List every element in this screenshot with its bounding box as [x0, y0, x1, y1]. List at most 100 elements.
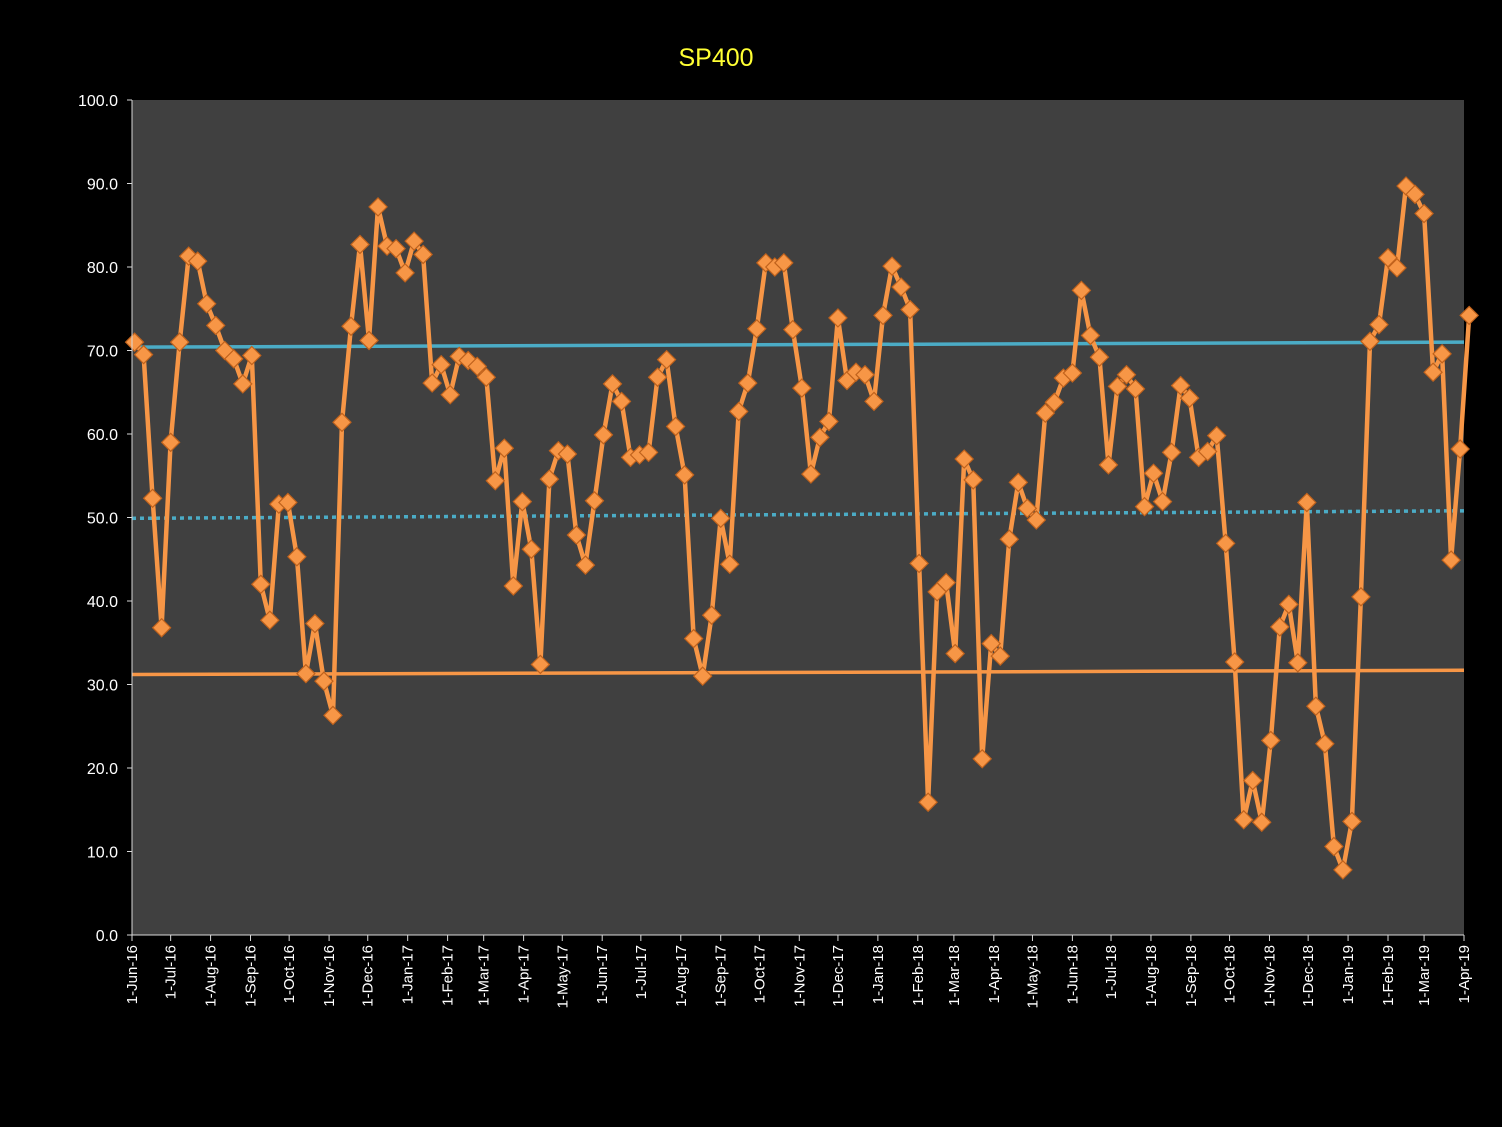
- y-tick-label: 100.0: [78, 93, 118, 110]
- data-point: [296, 663, 316, 684]
- data-point: [1242, 770, 1263, 791]
- data-point: [656, 349, 677, 370]
- x-tick-label: 1-Dec-17: [830, 945, 847, 1007]
- x-tick-label: 1-Oct-16: [281, 945, 298, 1003]
- y-tick-label: 10.0: [87, 845, 118, 862]
- data-point: [1306, 696, 1326, 717]
- data-point: [1152, 491, 1173, 512]
- data-point: [1315, 733, 1335, 754]
- x-tick-label: 1-Jan-17: [400, 945, 417, 1004]
- data-point: [1287, 652, 1308, 673]
- x-tick-label: 1-Nov-17: [791, 945, 808, 1007]
- data-point: [1405, 184, 1425, 205]
- data-point: [900, 299, 920, 320]
- chart-title: SP400: [678, 44, 753, 72]
- data-point: [1387, 257, 1407, 278]
- data-point: [647, 367, 668, 388]
- data-point: [241, 345, 262, 366]
- data-point: [810, 427, 830, 448]
- y-tick-label: 80.0: [87, 260, 118, 277]
- data-point: [891, 277, 911, 297]
- data-point: [584, 490, 605, 511]
- data-point: [1324, 836, 1344, 857]
- y-tick-label: 70.0: [87, 344, 118, 361]
- data-point: [1251, 812, 1272, 833]
- data-point: [1026, 510, 1047, 530]
- y-tick-label: 90.0: [87, 177, 118, 194]
- x-tick-label: 1-Jan-18: [870, 945, 887, 1004]
- data-point: [395, 262, 415, 283]
- y-tick-label: 60.0: [87, 427, 118, 444]
- axes-layer: 0.0 10.0 20.0 30.0 40.0 50.0 60.0 70.0 80.0 90.0 1…: [78, 93, 1473, 1008]
- data-point: [990, 646, 1011, 666]
- data-point: [801, 464, 821, 484]
- data-point: [1450, 439, 1470, 459]
- data-point: [1197, 441, 1218, 462]
- data-point: [359, 330, 379, 351]
- x-tick-label: 1-Dec-16: [360, 945, 377, 1007]
- data-point: [792, 378, 812, 398]
- x-tick-label: 1-Sep-16: [243, 945, 260, 1007]
- x-tick-label: 1-Jul-16: [163, 945, 180, 999]
- data-point: [954, 449, 975, 469]
- data-point: [918, 792, 938, 813]
- data-point: [422, 373, 442, 393]
- data-point: [855, 364, 875, 385]
- data-point: [278, 492, 298, 513]
- data-point: [467, 356, 488, 377]
- data-point: [1116, 364, 1137, 385]
- data-point: [602, 374, 623, 394]
- data-point: [719, 554, 740, 575]
- data-point: [1089, 347, 1110, 368]
- x-tick-label: 1-Nov-16: [321, 945, 338, 1007]
- data-point: [1233, 809, 1254, 830]
- x-tick-label: 1-Sep-18: [1183, 945, 1200, 1007]
- x-tick-label: 1-Mar-17: [476, 945, 493, 1006]
- data-point: [1215, 533, 1236, 554]
- y-tick-label: 40.0: [87, 594, 118, 611]
- reference-line: [131, 668, 1465, 677]
- data-point: [404, 231, 424, 251]
- data-point: [1369, 314, 1389, 335]
- x-tick-label: 1-Feb-17: [440, 945, 457, 1006]
- x-tick-label: 1-May-18: [1024, 945, 1041, 1008]
- data-point: [196, 293, 217, 314]
- x-tick-label: 1-May-17: [554, 945, 571, 1008]
- data-point: [1224, 652, 1245, 672]
- data-point: [1107, 376, 1128, 397]
- data-point: [710, 508, 731, 529]
- data-point: [882, 256, 902, 277]
- data-point: [259, 610, 280, 631]
- data-point: [1296, 492, 1317, 513]
- data-point: [386, 238, 406, 259]
- data-point: [503, 576, 524, 596]
- data-point: [1161, 442, 1182, 463]
- data-point: [782, 319, 803, 340]
- data-point: [1080, 325, 1101, 346]
- data-point: [1062, 363, 1083, 383]
- data-point: [350, 234, 370, 255]
- x-tick-label: 1-Jan-19: [1340, 945, 1357, 1004]
- x-tick-label: 1-Aug-17: [673, 945, 690, 1007]
- data-point: [124, 332, 145, 352]
- data-point: [638, 442, 659, 463]
- data-point: [323, 705, 343, 726]
- data-point: [476, 367, 497, 388]
- data-point: [566, 525, 587, 545]
- x-tick-label: 1-Jul-18: [1103, 945, 1120, 999]
- x-tick-label: 1-Jun-16: [124, 945, 141, 1004]
- data-point: [332, 412, 352, 433]
- data-point: [683, 628, 704, 649]
- x-tick-label: 1-Feb-18: [910, 945, 927, 1006]
- data-point: [864, 391, 884, 412]
- data-point: [963, 470, 984, 490]
- x-tick-label: 1-Jul-17: [633, 945, 650, 999]
- data-point: [557, 444, 578, 464]
- x-tick-label: 1-Jun-17: [594, 945, 611, 1004]
- data-point: [1017, 498, 1038, 519]
- data-point: [674, 465, 695, 485]
- x-tick-label: 1-Feb-19: [1380, 945, 1397, 1006]
- x-tick-label: 1-Jun-18: [1064, 945, 1081, 1004]
- data-point: [413, 244, 433, 265]
- data-point: [1044, 392, 1065, 413]
